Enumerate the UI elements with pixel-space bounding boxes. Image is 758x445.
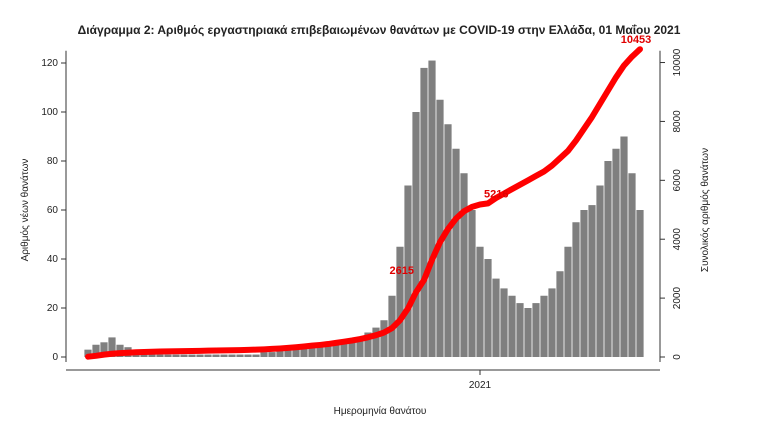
- bar: [92, 344, 100, 357]
- bar: [180, 354, 188, 357]
- bar: [212, 354, 220, 357]
- bar: [404, 185, 412, 357]
- bar: [156, 354, 164, 357]
- bar: [508, 295, 516, 357]
- bar: [316, 347, 324, 357]
- data-label: 2615: [390, 265, 414, 277]
- y-tick-label: 20: [47, 303, 59, 314]
- bar: [420, 67, 428, 358]
- y2-tick-label: 2000: [672, 287, 683, 310]
- bar: [500, 288, 508, 357]
- bar: [436, 99, 444, 357]
- bar: [204, 354, 212, 357]
- bar: [524, 308, 532, 357]
- bar: [284, 349, 292, 357]
- bar: [252, 354, 260, 357]
- bar: [532, 303, 540, 357]
- bar: [548, 288, 556, 357]
- y-tick-label: 0: [52, 352, 58, 363]
- bar: [484, 259, 492, 357]
- bar: [596, 185, 604, 357]
- bar: [228, 354, 236, 357]
- bar: [412, 112, 420, 357]
- y-tick-label: 120: [41, 58, 58, 69]
- bar: [604, 161, 612, 357]
- bar: [324, 344, 332, 357]
- bar: [588, 205, 596, 357]
- bar: [348, 339, 356, 357]
- bar: [172, 354, 180, 357]
- x-tick-label: 2021: [469, 380, 492, 391]
- bar: [580, 210, 588, 357]
- y-axis-label: Αριθμός νέων θανάτων: [19, 159, 31, 262]
- bar: [612, 148, 620, 357]
- line: [85, 46, 643, 360]
- bar: [260, 352, 268, 357]
- bar: [564, 246, 572, 357]
- bar: [292, 347, 300, 357]
- bar: [276, 349, 284, 357]
- bar: [460, 173, 468, 357]
- y2-tick-label: 8000: [672, 110, 683, 133]
- bar: [188, 354, 196, 357]
- bar: [356, 337, 364, 357]
- bar: [516, 303, 524, 357]
- bar: [236, 354, 244, 357]
- y2-tick-label: 0: [672, 354, 683, 360]
- bar: [84, 349, 92, 357]
- bar: [244, 354, 252, 357]
- bar: [268, 352, 276, 357]
- bar: [428, 60, 436, 358]
- bar: [300, 347, 308, 357]
- bar: [380, 320, 388, 357]
- chart-title: Διάγραμμα 2: Αριθμός εργαστηριακά επιβεβ…: [78, 23, 681, 37]
- bar: [620, 136, 628, 357]
- y-tick-label: 60: [47, 205, 59, 216]
- y-tick-label: 40: [47, 254, 59, 265]
- bar: [636, 210, 644, 357]
- bar: [476, 246, 484, 357]
- y2-axis-label: Συνολικός αριθμός θανάτων: [699, 148, 711, 272]
- y2-tick-label: 6000: [672, 169, 683, 192]
- bar: [628, 173, 636, 357]
- bar: [492, 278, 500, 357]
- bar: [332, 342, 340, 357]
- x-axis-label: Ημερομηνία θανάτου: [334, 405, 427, 417]
- y2-tick-label: 10000: [672, 48, 683, 76]
- bar: [468, 210, 476, 357]
- bar: [308, 344, 316, 357]
- bar: [556, 271, 564, 357]
- y-tick-label: 80: [47, 156, 59, 167]
- bar: [572, 222, 580, 357]
- bar: [164, 354, 172, 357]
- data-label: 10453: [621, 34, 652, 46]
- bar: [364, 332, 372, 357]
- y-tick-label: 100: [41, 107, 58, 118]
- bar: [540, 295, 548, 357]
- bar: [396, 246, 404, 357]
- bar: [444, 124, 452, 357]
- bar: [220, 354, 228, 357]
- bar: [196, 354, 204, 357]
- y2-tick-label: 4000: [672, 228, 683, 251]
- bar: [452, 148, 460, 357]
- bar: [340, 342, 348, 357]
- bar: [108, 337, 116, 357]
- bar: [372, 327, 380, 357]
- data-label: 5216: [484, 188, 508, 200]
- bar: [100, 342, 108, 357]
